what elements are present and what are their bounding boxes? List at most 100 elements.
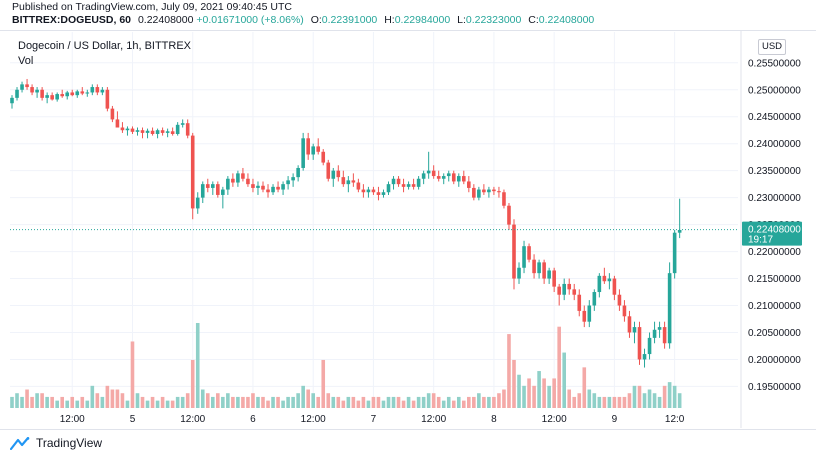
volume-bar: [406, 396, 411, 408]
candle-body: [421, 173, 426, 179]
currency-button[interactable]: USD: [758, 39, 786, 55]
volume-bar: [326, 393, 331, 408]
volume-bar: [45, 396, 49, 408]
volume-bar: [85, 400, 90, 408]
volume-bar: [301, 385, 305, 408]
x-tick-label: 12:0: [665, 414, 685, 425]
candle-body: [20, 84, 24, 90]
candle-body: [487, 189, 491, 193]
candle-body: [75, 91, 80, 96]
candle-body: [351, 180, 356, 183]
candle-body: [557, 286, 561, 295]
volume-bar: [557, 326, 561, 408]
candle-body: [256, 185, 260, 188]
volume-bar: [371, 396, 376, 408]
candle-body: [532, 259, 536, 274]
symbol-ohlc-line: BITTREX:DOGEUSD, 60 0.22408000 +0.016710…: [12, 14, 594, 26]
volume-bar: [662, 385, 667, 408]
candle-body: [236, 173, 240, 183]
volume-bar: [667, 382, 672, 408]
candle-body: [537, 262, 541, 274]
volume-bar: [140, 396, 145, 408]
candle-body: [15, 89, 19, 98]
candle-body: [567, 283, 572, 290]
candle-body: [607, 278, 612, 282]
volume-bar: [497, 393, 501, 408]
candle-body: [205, 184, 210, 188]
volume-bar: [361, 396, 366, 408]
volume-bar: [155, 400, 160, 408]
candle-body: [522, 246, 526, 268]
candle-body: [662, 327, 667, 344]
candle-body: [216, 184, 220, 195]
y-tick-label: 0.20000000: [748, 355, 801, 366]
candle-body: [371, 189, 376, 193]
volume-bar: [677, 393, 682, 408]
close-label: C:: [528, 14, 539, 26]
last-price-countdown: 19:17: [748, 235, 773, 246]
volume-bar: [637, 385, 642, 408]
volume-bar: [160, 396, 165, 408]
volume-bar: [195, 323, 200, 408]
volume-bar: [75, 400, 80, 408]
last-price-tag: [742, 221, 802, 246]
volume-bar: [205, 393, 210, 408]
candle-body: [25, 84, 29, 88]
candle-body: [587, 305, 592, 322]
volume-bar: [115, 389, 120, 408]
candle-body: [482, 189, 486, 193]
candle-body: [547, 270, 551, 279]
low-label: L:: [457, 14, 466, 26]
candle-body: [451, 173, 456, 182]
volume-bar: [180, 396, 185, 408]
volume-bar: [441, 400, 446, 408]
volume-bar: [286, 396, 290, 408]
volume-bar: [100, 396, 105, 408]
volume-bar: [527, 378, 531, 408]
candle-body: [286, 180, 290, 185]
volume-bar: [35, 393, 39, 408]
volume-bar: [25, 389, 29, 408]
x-tick-label: 5: [130, 414, 136, 425]
volume-bar: [532, 385, 536, 408]
candle-body: [577, 294, 582, 311]
volume-bar: [236, 396, 240, 408]
volume-bar: [426, 393, 431, 408]
close-value: 0.22408000: [538, 14, 595, 26]
x-tick-label: 8: [491, 414, 497, 425]
volume-bar: [477, 393, 481, 408]
footer-brand[interactable]: TradingView: [10, 436, 102, 450]
candle-body: [627, 316, 632, 333]
candle-body: [261, 185, 265, 190]
volume-bar: [467, 396, 471, 408]
candle-body: [150, 130, 155, 134]
volume-bar: [185, 393, 190, 408]
volume-bar: [336, 396, 341, 408]
volume-bar: [311, 393, 315, 408]
volume-bar: [366, 400, 371, 408]
symbol-label: BITTREX:DOGEUSD, 60: [12, 14, 132, 26]
volume-bar: [120, 393, 125, 408]
volume-bar: [65, 400, 70, 408]
candle-body: [346, 180, 351, 185]
y-tick-label: 0.21500000: [748, 274, 801, 285]
chart-panel[interactable]: [0, 30, 816, 430]
volume-bar: [110, 389, 115, 408]
candle-body: [281, 184, 285, 190]
x-tick-label: 6: [250, 414, 256, 425]
volume-bar: [451, 400, 456, 408]
volume-bar: [251, 393, 255, 408]
candle-body: [145, 130, 150, 133]
volume-bar: [547, 385, 551, 408]
candle-body: [527, 246, 531, 260]
volume-bar: [231, 396, 235, 408]
candle-body: [467, 181, 471, 188]
y-tick-label: 0.24500000: [748, 112, 801, 123]
volume-bar: [512, 359, 516, 408]
volume-bar: [20, 396, 24, 408]
volume-bar: [40, 393, 44, 408]
candle-body: [647, 337, 652, 355]
y-tick-label: 0.25500000: [748, 58, 801, 69]
volume-bar: [356, 400, 361, 408]
